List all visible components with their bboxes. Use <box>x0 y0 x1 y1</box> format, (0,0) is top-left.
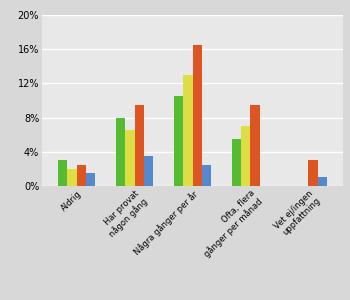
Bar <box>125 130 135 186</box>
Bar <box>174 96 183 186</box>
Bar <box>317 177 327 186</box>
Bar <box>250 105 260 186</box>
Bar <box>193 45 202 186</box>
Bar <box>241 126 250 186</box>
Bar <box>86 173 95 186</box>
Bar <box>308 160 317 186</box>
Bar <box>68 169 77 186</box>
Bar <box>232 139 241 186</box>
Bar <box>116 118 125 186</box>
Bar <box>144 156 153 186</box>
Bar <box>183 75 192 186</box>
Bar <box>135 105 144 186</box>
Bar <box>202 165 211 186</box>
Bar <box>58 160 68 186</box>
Bar <box>77 165 86 186</box>
